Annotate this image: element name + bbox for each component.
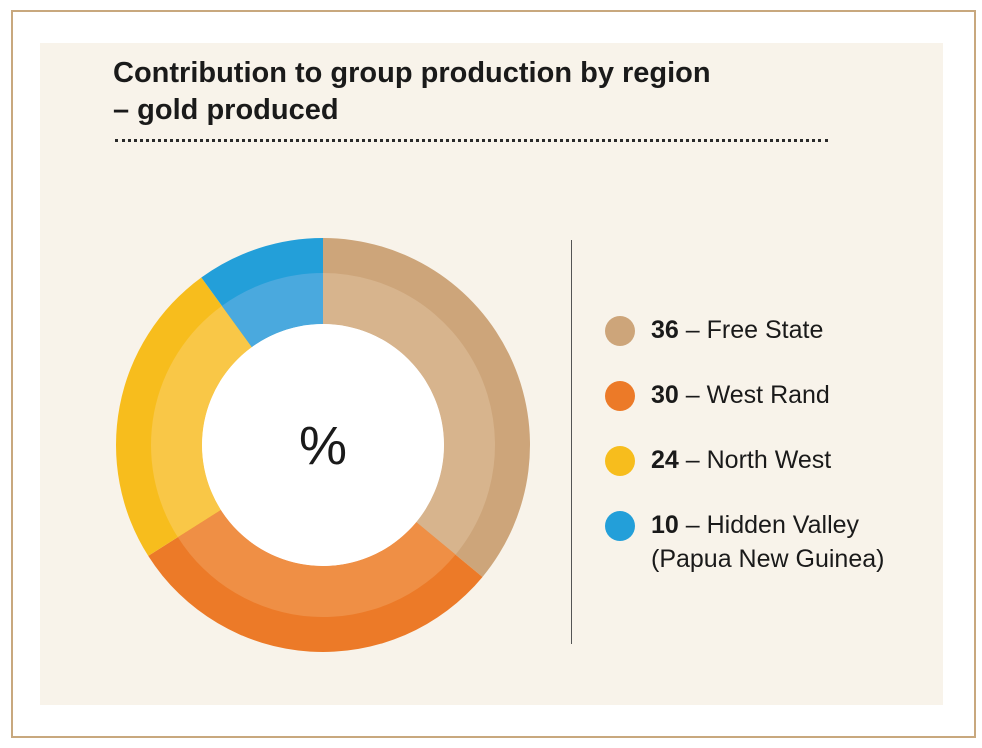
legend-label: Hidden Valley: [706, 511, 860, 539]
slice-inner-band-west-rand: [177, 509, 456, 617]
legend-item-hidden-valley: 10 – Hidden Valley (Papua New Guinea): [605, 508, 935, 573]
legend-divider: [571, 240, 572, 644]
chart-title-line-2: – gold produced: [113, 94, 339, 126]
legend-swatch-hidden-valley: [605, 511, 635, 541]
legend-item-north-west: 24 – North West: [605, 443, 935, 508]
legend-separator: –: [685, 446, 700, 474]
legend-sub-label: (Papua New Guinea): [651, 545, 885, 573]
donut-hole: [202, 324, 444, 566]
legend-label: Free State: [706, 316, 824, 344]
legend-separator: –: [685, 511, 700, 539]
legend-item-west-rand: 30 – West Rand: [605, 378, 935, 443]
legend-value: 10: [651, 511, 679, 539]
legend-separator: –: [685, 381, 700, 409]
legend-label: North West: [706, 446, 832, 474]
legend-swatch-west-rand: [605, 381, 635, 411]
slice-inner-band-hidden-valley: [221, 273, 323, 348]
slice-inner-band-free-state: [323, 273, 495, 555]
legend-value: 24: [651, 446, 679, 474]
legend-swatch-north-west: [605, 446, 635, 476]
title-dotted-rule: [115, 139, 828, 142]
center-percent-label: %: [299, 416, 347, 476]
donut-chart: %: [110, 232, 540, 662]
donut-chart-svg: %: [115, 238, 530, 652]
legend-value: 36: [651, 316, 679, 344]
chart-title-line-1: Contribution to group production by regi…: [113, 57, 711, 89]
slice-inner-band-north-west: [151, 305, 252, 538]
chart-title: Contribution to group production by regi…: [113, 55, 833, 129]
legend-item-free-state: 36 – Free State: [605, 313, 935, 378]
legend-label: West Rand: [706, 381, 830, 409]
legend-swatch-free-state: [605, 316, 635, 346]
donut-slices: [115, 238, 530, 652]
legend: 36 – Free State 30 – West Rand 24 – Nort…: [605, 313, 935, 573]
legend-value: 30: [651, 381, 679, 409]
legend-separator: –: [685, 316, 700, 344]
